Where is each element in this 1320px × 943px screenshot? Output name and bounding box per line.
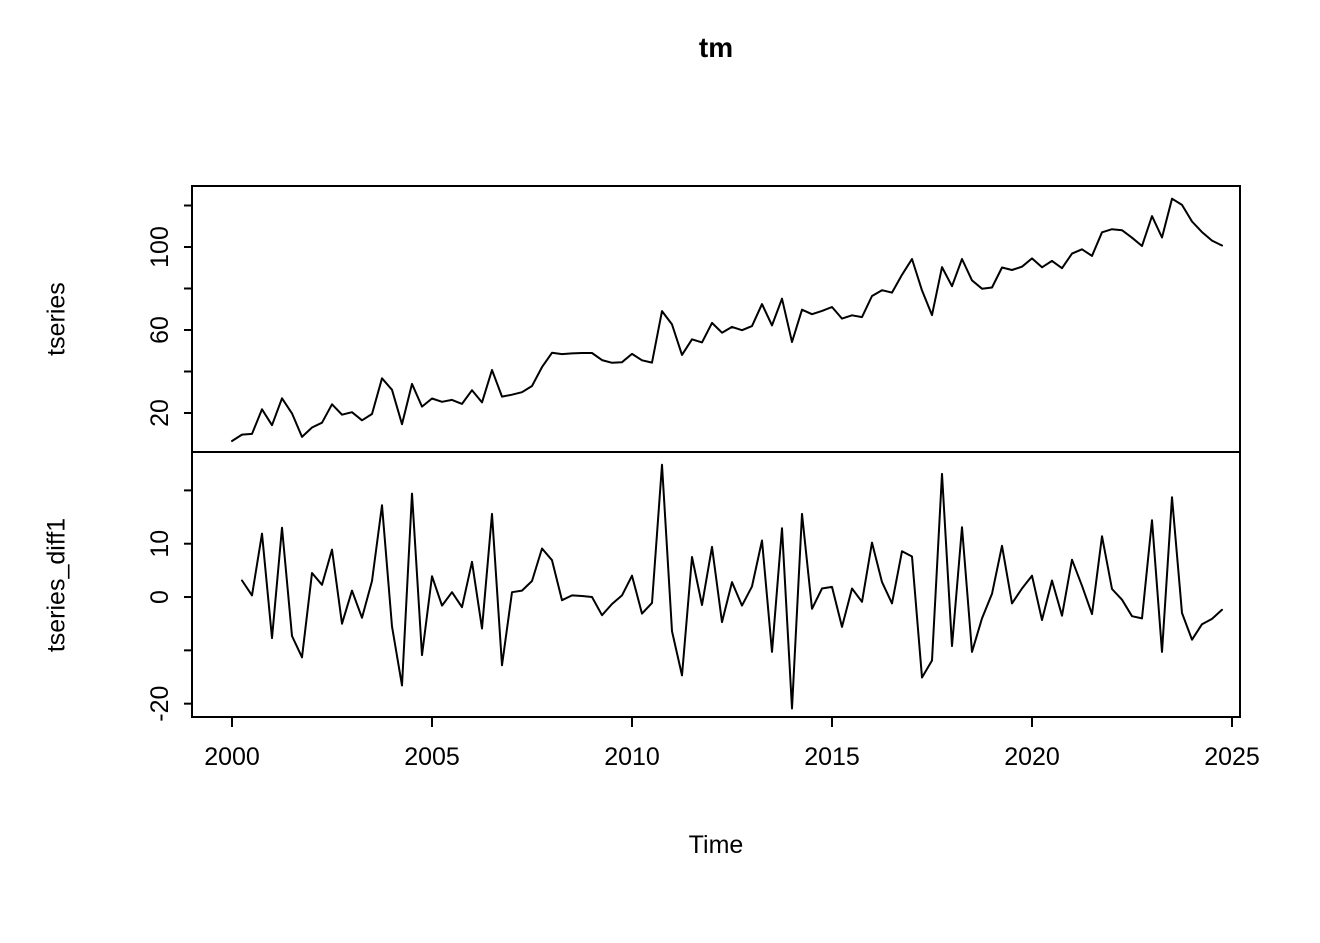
tseries_diff1-line	[241, 463, 1223, 710]
top-y-tick-label: 60	[146, 316, 174, 344]
top-y-tick-label: 100	[146, 226, 174, 268]
figure-title: tm	[698, 32, 734, 63]
bottom-y-tick-label: -20	[146, 686, 174, 722]
x-tick-label: 2015	[804, 743, 860, 771]
top-y-tick-label: 20	[146, 399, 174, 427]
x-tick-label: 2025	[1204, 743, 1260, 771]
x-tick-label: 2010	[604, 743, 660, 771]
bottom-y-tick-label: 0	[146, 590, 174, 604]
x-axis-title: Time	[688, 831, 744, 859]
tseries-line	[231, 197, 1223, 442]
x-tick-label: 2000	[204, 743, 260, 771]
bottom-y-tick-label: 10	[146, 530, 174, 558]
x-tick-label: 2020	[1004, 743, 1060, 771]
x-tick-label: 2005	[404, 743, 460, 771]
bottom-panel-box	[191, 451, 1241, 718]
